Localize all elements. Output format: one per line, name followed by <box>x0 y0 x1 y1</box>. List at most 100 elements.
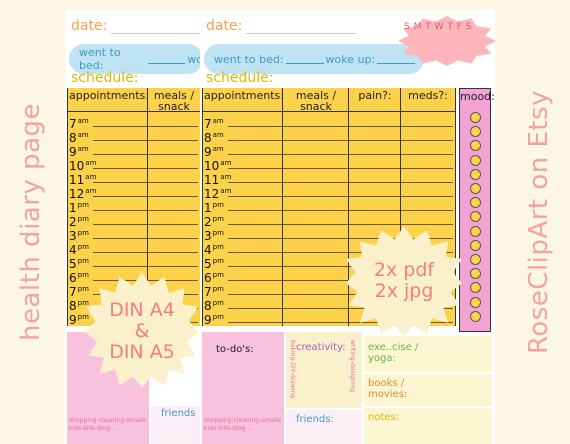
back-hour-row: 5pm <box>69 254 89 271</box>
front-woke-up: woke up: <box>325 52 376 66</box>
back-hour-number: 8 <box>69 131 77 145</box>
creativity-tiny: baking-DIY-drawing <box>289 340 296 399</box>
mood-dot[interactable] <box>470 239 481 251</box>
front-hour-number: 9 <box>204 145 212 159</box>
front-friends-label: friends: <box>296 414 334 425</box>
back-hour-row: 8pm <box>69 296 89 313</box>
formats-line-2: 2x jpg <box>374 280 434 302</box>
mood-dot[interactable] <box>470 168 481 180</box>
front-hour-suffix: pm <box>212 313 224 321</box>
back-hour-row: 7am <box>69 114 89 131</box>
front-col-meds: meds?: <box>408 89 448 102</box>
books-box <box>364 374 492 406</box>
back-hour-suffix: am <box>85 187 97 195</box>
sizes-line-1: DIN A4 <box>109 299 175 321</box>
front-vline-1 <box>282 88 283 326</box>
back-hour-row: 10am <box>69 156 96 173</box>
back-hour-number: 8 <box>69 299 77 313</box>
front-hour-line <box>228 182 453 183</box>
front-hour-number: 10 <box>204 159 220 173</box>
mood-dot[interactable] <box>470 140 481 152</box>
front-hour-number: 7 <box>204 117 212 131</box>
front-hour-row: 10am <box>204 156 232 173</box>
back-hour-row: 9pm <box>69 310 89 327</box>
back-date-label: date: <box>71 18 108 34</box>
front-hour-line <box>228 322 453 323</box>
front-hour-row: 5pm <box>204 254 224 271</box>
front-col-meals: meals / snack <box>295 89 337 113</box>
front-hour-suffix: pm <box>212 285 224 293</box>
mood-dot[interactable] <box>470 296 481 308</box>
back-vline-mid <box>147 88 148 326</box>
sizes-badge <box>86 272 198 388</box>
back-hour-row: 12am <box>69 184 97 201</box>
front-hour-line <box>228 266 453 267</box>
back-vline-left <box>67 88 68 326</box>
right-side-title: RoseClipArt on Etsy <box>508 0 570 444</box>
back-hour-line <box>93 210 198 211</box>
front-hour-line <box>228 196 453 197</box>
sizes-line-2: & <box>134 320 150 342</box>
front-hour-row: 12am <box>204 184 231 201</box>
back-schedule-label: schedule: <box>71 70 139 86</box>
front-hour-row: 11am <box>204 170 232 187</box>
back-hour-row: 6pm <box>69 268 89 285</box>
front-hour-row: 7am <box>204 114 224 131</box>
left-side-title: health diary page <box>0 0 62 444</box>
back-hour-line <box>93 238 198 239</box>
mood-dot[interactable] <box>470 197 481 209</box>
front-vline-3 <box>400 88 401 326</box>
back-hour-number: 1 <box>69 201 77 215</box>
back-col-appointments: appointments: <box>69 89 149 102</box>
back-went-to-bed: went to bed: <box>79 46 121 72</box>
front-hour-suffix: pm <box>212 257 224 265</box>
front-hour-line <box>228 280 453 281</box>
mood-dot[interactable] <box>470 225 481 237</box>
front-hour-number: 2 <box>204 215 212 229</box>
front-hour-line <box>228 168 453 169</box>
back-hour-number: 7 <box>69 285 77 299</box>
front-header-line <box>202 111 455 112</box>
mood-dot[interactable] <box>470 310 481 322</box>
exercise-label: exe..cise / yoga: <box>368 342 419 364</box>
formats-badge <box>346 226 462 336</box>
mood-dot[interactable] <box>470 112 481 123</box>
back-hour-line <box>93 154 198 155</box>
mood-dot[interactable] <box>470 268 481 280</box>
formats-badge-text: 2x pdf 2x jpg <box>346 260 462 302</box>
mood-dot[interactable] <box>470 183 481 194</box>
mood-dot[interactable] <box>470 282 481 294</box>
back-hour-row: 1pm <box>69 198 89 215</box>
front-date-row: date: <box>206 18 357 34</box>
back-todo-tiny-2: kids-bills-blog ... <box>69 425 118 432</box>
back-hour-line <box>93 182 198 183</box>
todo-label: to-do's: <box>216 344 254 355</box>
back-hour-number: 9 <box>69 313 77 327</box>
front-went-to-bed: went to bed: <box>214 52 284 66</box>
mood-dot[interactable] <box>470 126 481 138</box>
back-hour-row: 11am <box>69 170 96 187</box>
back-hour-number: 7 <box>69 117 77 131</box>
back-friends-box <box>151 406 201 444</box>
back-hour-suffix: pm <box>77 285 89 293</box>
front-hour-suffix: am <box>220 173 232 181</box>
front-hour-line <box>228 224 453 225</box>
mood-dot[interactable] <box>470 154 481 166</box>
back-hour-row: 9am <box>69 142 89 159</box>
front-hour-number: 8 <box>204 131 212 145</box>
front-todo-box <box>202 332 284 444</box>
front-sleep-cloud: went to bed: woke up: <box>204 44 424 74</box>
books-label: books / movies: <box>368 378 408 400</box>
front-hour-suffix: am <box>212 117 224 125</box>
back-hour-number: 9 <box>69 145 77 159</box>
back-hour-row: 3pm <box>69 226 89 243</box>
mood-dot[interactable] <box>470 254 481 265</box>
front-schedule-label: schedule: <box>206 70 274 86</box>
back-hour-suffix: am <box>77 145 89 153</box>
back-date-line <box>111 20 222 34</box>
front-hour-line <box>228 308 453 309</box>
back-hour-number: 3 <box>69 229 77 243</box>
front-hour-suffix: am <box>220 159 232 167</box>
mood-dot[interactable] <box>470 211 481 223</box>
creativity-label: creativity: <box>296 342 346 353</box>
